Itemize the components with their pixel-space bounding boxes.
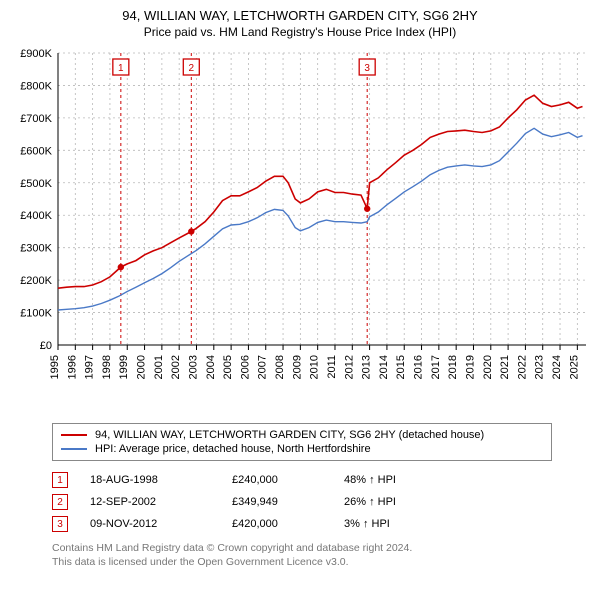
y-tick-label: £800K <box>20 80 52 92</box>
legend-label: HPI: Average price, detached house, Nort… <box>95 443 371 455</box>
x-tick-label: 2001 <box>153 355 165 379</box>
x-tick-label: 2002 <box>170 355 182 379</box>
legend-label: 94, WILLIAN WAY, LETCHWORTH GARDEN CITY,… <box>95 429 484 441</box>
transaction-diff: 26% ↑ HPI <box>344 496 434 508</box>
x-tick-label: 2003 <box>187 355 199 379</box>
x-tick-label: 2014 <box>378 355 390 379</box>
transaction-row: 1 18-AUG-1998 £240,000 48% ↑ HPI <box>52 469 590 491</box>
x-tick-label: 2006 <box>239 355 251 379</box>
y-tick-label: £0 <box>40 340 52 352</box>
series-hpi <box>58 128 583 310</box>
x-tick-label: 2025 <box>568 355 580 379</box>
x-tick-label: 2000 <box>136 355 148 379</box>
transaction-price: £420,000 <box>232 518 322 530</box>
transaction-dot <box>364 206 370 212</box>
x-tick-label: 2010 <box>309 355 321 379</box>
x-tick-label: 2016 <box>413 355 425 379</box>
attribution: Contains HM Land Registry data © Crown c… <box>52 541 572 569</box>
x-tick-label: 2018 <box>447 355 459 379</box>
transactions-table: 1 18-AUG-1998 £240,000 48% ↑ HPI 2 12-SEP-200… <box>52 469 590 535</box>
attribution-line: This data is licensed under the Open Gov… <box>52 555 572 569</box>
x-tick-label: 2004 <box>205 355 217 379</box>
x-tick-label: 2008 <box>274 355 286 379</box>
y-tick-label: £300K <box>20 243 52 255</box>
legend-swatch <box>61 448 87 450</box>
x-tick-label: 2011 <box>326 355 338 379</box>
x-tick-label: 2005 <box>222 355 234 379</box>
transaction-dot <box>188 228 194 234</box>
x-tick-label: 2019 <box>464 355 476 379</box>
attribution-line: Contains HM Land Registry data © Crown c… <box>52 541 572 555</box>
transaction-row-badge: 3 <box>52 516 68 532</box>
transaction-row: 2 12-SEP-2002 £349,949 26% ↑ HPI <box>52 491 590 513</box>
x-tick-label: 2022 <box>516 355 528 379</box>
x-tick-label: 1997 <box>84 355 96 379</box>
transaction-diff: 48% ↑ HPI <box>344 474 434 486</box>
legend: 94, WILLIAN WAY, LETCHWORTH GARDEN CITY,… <box>52 423 552 461</box>
x-tick-label: 2015 <box>395 355 407 379</box>
transaction-price: £349,949 <box>232 496 322 508</box>
x-tick-label: 2021 <box>499 355 511 379</box>
legend-item: 94, WILLIAN WAY, LETCHWORTH GARDEN CITY,… <box>61 428 543 442</box>
transaction-dot <box>118 264 124 270</box>
y-tick-label: £900K <box>20 48 52 60</box>
y-tick-label: £700K <box>20 113 52 125</box>
x-tick-label: 2007 <box>257 355 269 379</box>
x-tick-label: 2009 <box>291 355 303 379</box>
transaction-date: 12-SEP-2002 <box>90 496 210 508</box>
series-property <box>58 95 583 288</box>
transaction-row: 3 09-NOV-2012 £420,000 3% ↑ HPI <box>52 513 590 535</box>
legend-swatch <box>61 434 87 436</box>
y-tick-label: £200K <box>20 275 52 287</box>
y-tick-label: £100K <box>20 308 52 320</box>
page-title: 94, WILLIAN WAY, LETCHWORTH GARDEN CITY,… <box>10 8 590 23</box>
x-tick-label: 2017 <box>430 355 442 379</box>
transaction-date: 09-NOV-2012 <box>90 518 210 530</box>
y-tick-label: £400K <box>20 210 52 222</box>
price-chart: £0 £100K £200K £300K £400K £500K £600K £700K £80… <box>10 45 590 415</box>
transaction-price: £240,000 <box>232 474 322 486</box>
x-tick-label: 1999 <box>118 355 130 379</box>
x-tick-label: 1995 <box>49 355 61 379</box>
x-tick-label: 2013 <box>361 355 373 379</box>
y-tick-label: £500K <box>20 178 52 190</box>
x-tick-label: 1998 <box>101 355 113 379</box>
x-tick-label: 2024 <box>551 355 563 379</box>
transaction-badge-number: 2 <box>189 63 195 74</box>
transaction-badge-number: 1 <box>118 63 124 74</box>
transaction-row-badge: 2 <box>52 494 68 510</box>
x-tick-label: 2023 <box>534 355 546 379</box>
x-tick-label: 1996 <box>66 355 78 379</box>
transaction-diff: 3% ↑ HPI <box>344 518 434 530</box>
x-tick-label: 2020 <box>482 355 494 379</box>
y-tick-label: £600K <box>20 145 52 157</box>
legend-item: HPI: Average price, detached house, Nort… <box>61 442 543 456</box>
x-tick-label: 2012 <box>343 355 355 379</box>
transaction-row-badge: 1 <box>52 472 68 488</box>
page-subtitle: Price paid vs. HM Land Registry's House … <box>10 25 590 39</box>
transaction-date: 18-AUG-1998 <box>90 474 210 486</box>
transaction-badge-number: 3 <box>364 63 370 74</box>
